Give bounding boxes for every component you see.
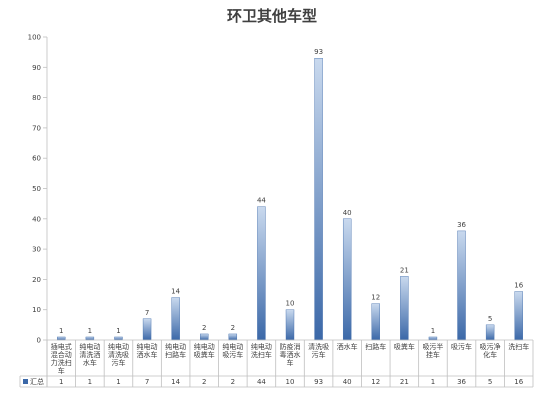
y-tick-label: 30 xyxy=(32,246,41,254)
table-value: 1 xyxy=(88,378,92,386)
category-label: 吸污净化车 xyxy=(480,342,501,359)
category-label: 纯电动扫路车 xyxy=(165,342,186,359)
category-label: 防疫消毒洒水车 xyxy=(280,342,301,367)
table-value: 1 xyxy=(116,378,120,386)
data-label: 1 xyxy=(59,327,63,335)
category-label: 洒水车 xyxy=(337,342,358,351)
data-label: 93 xyxy=(314,48,323,56)
data-label: 21 xyxy=(400,266,409,274)
category-label: 纯电动洒水车 xyxy=(137,342,158,359)
y-tick-label: 70 xyxy=(32,124,41,132)
y-tick-label: 60 xyxy=(32,155,41,163)
data-label: 40 xyxy=(343,209,352,217)
data-label: 5 xyxy=(488,315,492,323)
table-value: 10 xyxy=(286,378,295,386)
y-tick-label: 90 xyxy=(32,64,41,72)
bar xyxy=(314,58,323,341)
data-label: 10 xyxy=(286,300,295,308)
bar xyxy=(514,291,523,341)
category-label: 纯电动清洗洒水车 xyxy=(79,342,100,367)
data-label: 2 xyxy=(202,324,206,332)
data-label: 1 xyxy=(116,327,120,335)
data-label: 1 xyxy=(431,327,435,335)
data-label: 7 xyxy=(145,309,149,317)
bar xyxy=(57,336,66,341)
category-label: 纯电动洗扫车 xyxy=(251,342,272,359)
category-label: 纯电动清洗吸污车 xyxy=(108,342,129,367)
table-value: 7 xyxy=(145,378,149,386)
y-tick-label: 100 xyxy=(28,34,41,42)
bar xyxy=(142,318,152,341)
bar xyxy=(257,206,266,341)
table-value: 93 xyxy=(314,378,323,386)
data-label: 2 xyxy=(231,324,235,332)
table-value: 1 xyxy=(431,378,435,386)
category-label: 吸粪车 xyxy=(394,342,415,351)
table-value: 2 xyxy=(202,378,206,386)
y-tick-label: 40 xyxy=(32,215,41,223)
y-tick-label: 50 xyxy=(32,185,41,193)
legend-swatch xyxy=(23,379,28,384)
table-value: 1 xyxy=(59,378,63,386)
category-label: 吸污半挂车 xyxy=(422,342,443,359)
table-value: 21 xyxy=(400,378,409,386)
table-value: 5 xyxy=(488,378,492,386)
category-label: 吸污车 xyxy=(451,342,472,351)
data-labels: 1 1 1 7 14 2 2 44 10 93 40 12 21 1 36 5 16 xyxy=(59,48,524,335)
legend-label: 汇总 xyxy=(30,377,44,386)
data-label: 16 xyxy=(514,282,523,290)
bar xyxy=(200,333,209,341)
y-tick-label: 20 xyxy=(32,276,41,284)
category-label: 插电式混合动力洗扫车 xyxy=(51,342,72,375)
bar xyxy=(171,297,180,341)
data-label: 44 xyxy=(257,197,266,205)
category-label: 清洗吸污车 xyxy=(308,342,329,359)
y-axis: 0 10 20 30 40 50 60 70 80 90 100 xyxy=(28,34,48,387)
bar xyxy=(285,309,295,341)
table-value: 2 xyxy=(231,378,235,386)
bar xyxy=(342,218,352,341)
table-value: 16 xyxy=(514,378,523,386)
bar xyxy=(85,336,95,341)
category-label: 纯电动吸污车 xyxy=(222,342,243,359)
bars xyxy=(57,58,523,341)
category-label: 洗扫车 xyxy=(508,342,529,351)
y-tick-label: 0 xyxy=(37,337,41,345)
data-table: 汇总 1 1 1 7 14 2 2 44 10 93 40 12 21 1 36 5 16 xyxy=(19,339,534,388)
y-tick-label: 10 xyxy=(32,306,41,314)
bar xyxy=(400,276,409,341)
table-value: 12 xyxy=(371,378,380,386)
table-value: 40 xyxy=(343,378,352,386)
table-value: 44 xyxy=(257,378,266,386)
data-label: 36 xyxy=(457,221,466,229)
data-label: 14 xyxy=(171,288,180,296)
bar xyxy=(228,333,238,341)
data-label: 1 xyxy=(88,327,92,335)
table-value: 36 xyxy=(457,378,466,386)
data-label: 12 xyxy=(371,294,380,302)
bar xyxy=(114,336,123,341)
bar xyxy=(457,230,466,341)
bar xyxy=(371,303,380,341)
category-label: 扫路车 xyxy=(365,342,386,351)
category-label: 纯电动吸粪车 xyxy=(194,342,215,359)
table-value: 14 xyxy=(171,378,180,386)
y-tick-label: 80 xyxy=(32,94,41,102)
category-labels: 插电式混合动力洗扫车纯电动清洗洒水车纯电动清洗吸污车纯电动洒水车纯电动扫路车纯电… xyxy=(51,342,529,375)
bar xyxy=(485,324,495,341)
chart-title: 环卫其他车型 xyxy=(227,7,317,25)
bar xyxy=(428,336,438,341)
